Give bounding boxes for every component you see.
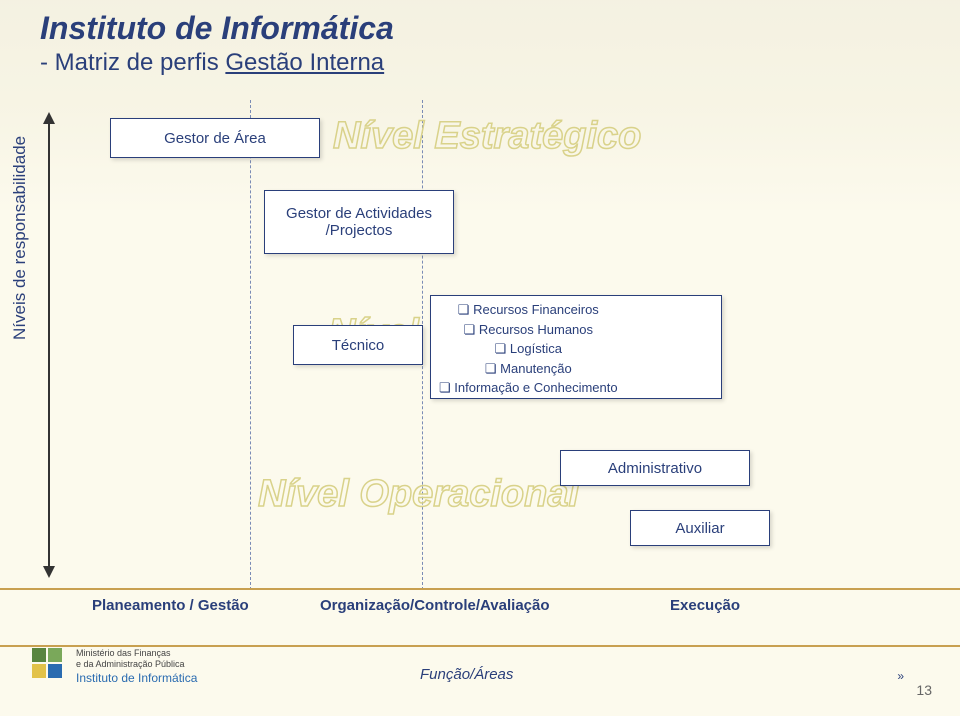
- box-gestor-area-label: Gestor de Área: [164, 130, 266, 147]
- box-gestor-area: Gestor de Área: [110, 118, 320, 158]
- slide-header: Instituto de Informática - Matriz de per…: [40, 10, 394, 77]
- box-tecnico-label: Técnico: [332, 337, 385, 354]
- box-auxiliar-label: Auxiliar: [675, 520, 724, 537]
- category-planeamento: Planeamento / Gestão: [92, 597, 249, 614]
- divider-top: [0, 588, 960, 590]
- y-axis-arrow: [48, 120, 50, 570]
- subtitle-underlined: Gestão Interna: [225, 49, 384, 76]
- footer-institute: Instituto de Informática: [76, 671, 197, 685]
- page-title: Instituto de Informática: [40, 10, 394, 47]
- checklist-item: Logística: [439, 339, 618, 359]
- box-auxiliar: Auxiliar: [630, 510, 770, 546]
- box-gestor-actividades-label: Gestor de Actividades /Projectos: [273, 205, 445, 239]
- checklist-item: Recursos Financeiros: [439, 300, 618, 320]
- page-subtitle: - Matriz de perfis Gestão Interna: [40, 49, 394, 77]
- footer-ministry-line1: Ministério das Finanças: [76, 648, 197, 659]
- checklist-item: Informação e Conhecimento: [439, 378, 618, 398]
- subtitle-prefix: - Matriz de perfis: [40, 49, 225, 76]
- footer-ministry-line2: e da Administração Pública: [76, 659, 197, 670]
- box-gestor-actividades: Gestor de Actividades /Projectos: [264, 190, 454, 254]
- page-number: 13: [916, 682, 932, 698]
- chevron-icon: »: [897, 669, 904, 683]
- y-axis-label: Níveis de responsabilidade: [10, 136, 30, 340]
- footer-logo-text: Ministério das Finanças e da Administraç…: [76, 648, 197, 685]
- footer-logo: Ministério das Finanças e da Administraç…: [32, 648, 197, 685]
- divider-bottom: [0, 645, 960, 647]
- checklist-areas: Recursos FinanceirosRecursos HumanosLogí…: [439, 300, 618, 398]
- x-axis-label: Função/Áreas: [420, 666, 513, 683]
- category-execucao: Execução: [670, 597, 740, 614]
- category-organizacao: Organização/Controle/Avaliação: [320, 597, 550, 614]
- box-tecnico: Técnico: [293, 325, 423, 365]
- box-administrativo-label: Administrativo: [608, 460, 702, 477]
- box-administrativo: Administrativo: [560, 450, 750, 486]
- vertical-guide-1: [250, 100, 251, 590]
- logo-mark-icon: [32, 648, 68, 684]
- checklist-item: Recursos Humanos: [439, 320, 618, 340]
- box-tactico-area: Recursos FinanceirosRecursos HumanosLogí…: [430, 295, 722, 399]
- checklist-item: Manutenção: [439, 359, 618, 379]
